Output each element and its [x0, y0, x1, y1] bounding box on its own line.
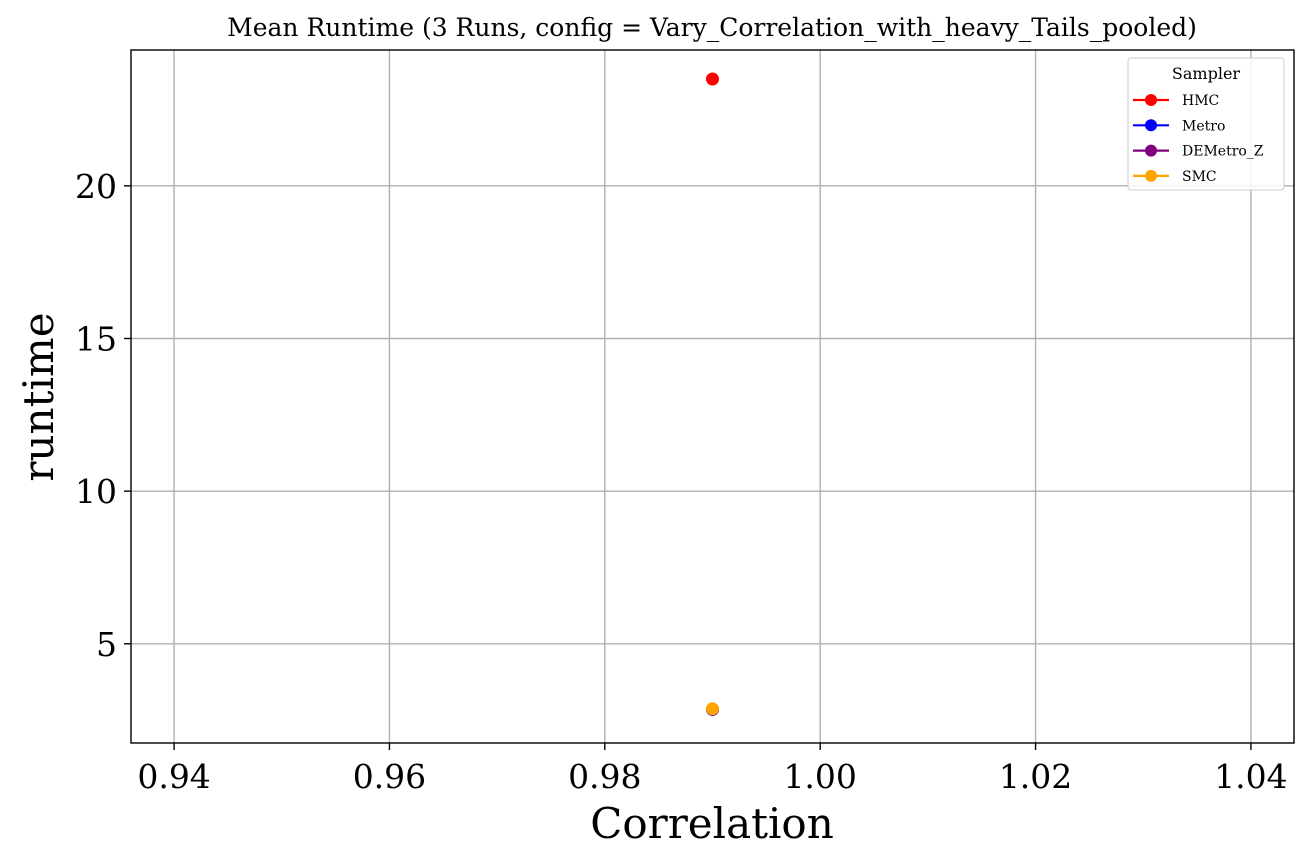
data-point-hmc: [706, 72, 719, 86]
legend: Sampler HMC Metro DEMetro_Z SMC: [1127, 57, 1285, 191]
y-axis-label: runtime: [14, 312, 63, 481]
x-tick-label: 1.00: [783, 757, 856, 796]
legend-marker: [1145, 169, 1157, 182]
tick-marks: [124, 185, 1252, 750]
x-tick-label: 1.02: [999, 757, 1072, 796]
y-tick-label: 20: [75, 167, 117, 206]
x-tick-label: 1.04: [1214, 757, 1287, 796]
legend-box: [1127, 57, 1285, 191]
legend-title: Sampler: [1172, 64, 1241, 83]
plot-frame: [130, 49, 1295, 744]
tick-labels: 0.94 0.96 0.98 1.00 1.02 1.04 5 10 15 20: [75, 167, 1288, 796]
x-tick-label: 0.98: [568, 757, 641, 796]
legend-entry: HMC: [1133, 93, 1219, 109]
legend-label: Metro: [1182, 118, 1225, 134]
grid: [131, 50, 1294, 743]
legend-entries: HMC Metro DEMetro_Z SMC: [1133, 93, 1264, 185]
legend-label: DEMetro_Z: [1182, 144, 1264, 160]
legend-label: HMC: [1182, 93, 1219, 109]
chart-title: Mean Runtime (3 Runs, config = Vary_Corr…: [227, 13, 1197, 42]
y-tick-label: 5: [96, 625, 117, 664]
legend-entry: DEMetro_Z: [1133, 144, 1264, 160]
legend-marker: [1145, 119, 1157, 132]
x-axis-label: Correlation: [590, 799, 834, 848]
y-tick-label: 10: [75, 472, 117, 511]
legend-entry: Metro: [1133, 118, 1225, 134]
data-points: [706, 72, 719, 716]
data-point-smc: [706, 702, 719, 716]
x-tick-label: 0.94: [137, 757, 210, 796]
legend-marker: [1145, 94, 1157, 106]
legend-label: SMC: [1182, 169, 1217, 185]
y-tick-label: 15: [75, 319, 117, 358]
legend-marker: [1145, 144, 1157, 157]
legend-entry: SMC: [1133, 169, 1217, 185]
x-tick-label: 0.96: [353, 757, 426, 796]
